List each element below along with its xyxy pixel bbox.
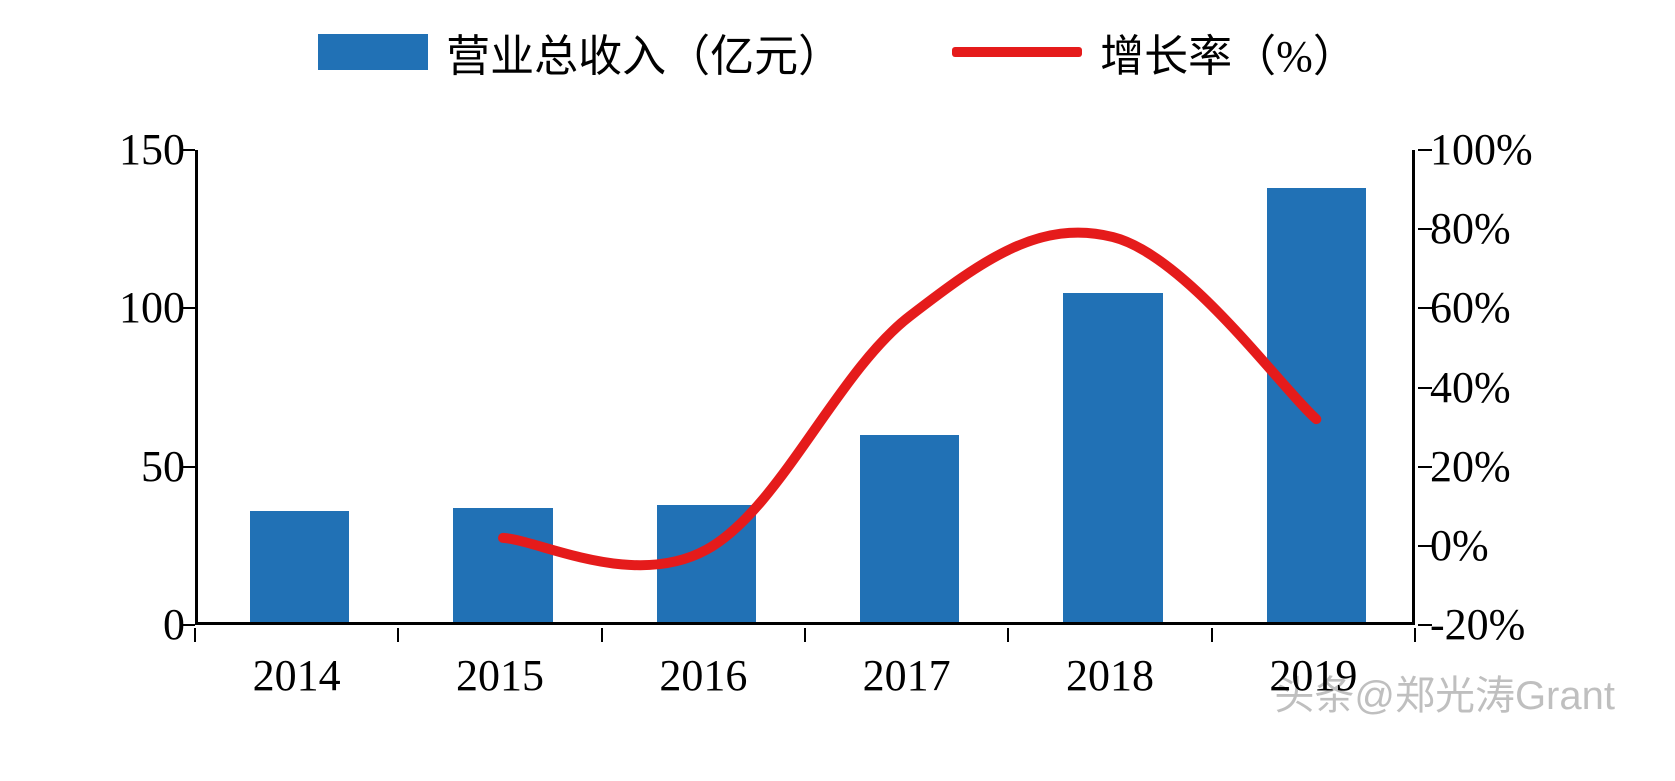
x-tick bbox=[1007, 628, 1009, 642]
x-axis-label: 2014 bbox=[222, 650, 372, 701]
legend-line-swatch bbox=[952, 47, 1082, 57]
x-tick bbox=[1211, 628, 1213, 642]
watermark-text: 头条@郑光涛Grant bbox=[1274, 663, 1615, 721]
x-tick bbox=[397, 628, 399, 642]
y-right-label: 80% bbox=[1430, 203, 1630, 254]
y-right-label: 60% bbox=[1430, 282, 1630, 333]
y-right-label: 40% bbox=[1430, 362, 1630, 413]
legend-item-line: 增长率（%） bbox=[952, 20, 1357, 84]
y-right-label: -20% bbox=[1430, 599, 1630, 650]
y-right-label: 20% bbox=[1430, 441, 1630, 492]
chart-legend: 营业总收入（亿元） 增长率（%） bbox=[0, 20, 1675, 84]
x-tick bbox=[1414, 628, 1416, 642]
legend-line-label: 增长率（%） bbox=[1100, 20, 1357, 84]
x-tick bbox=[601, 628, 603, 642]
y-left-label: 0 bbox=[35, 599, 185, 650]
y-right-label: 0% bbox=[1430, 520, 1630, 571]
y-left-label: 150 bbox=[35, 124, 185, 175]
legend-item-bar: 营业总收入（亿元） bbox=[318, 20, 842, 84]
x-axis-label: 2015 bbox=[425, 650, 575, 701]
x-axis-label: 2017 bbox=[832, 650, 982, 701]
x-axis-label: 2016 bbox=[628, 650, 778, 701]
plot-area bbox=[195, 150, 1415, 625]
x-axis-label: 2018 bbox=[1035, 650, 1185, 701]
growth-line bbox=[198, 150, 1418, 625]
y-left-label: 50 bbox=[35, 441, 185, 492]
x-tick bbox=[804, 628, 806, 642]
revenue-growth-chart: 营业总收入（亿元） 增长率（%） 0 50 100 150 -20% 0% 20% 40% 60… bbox=[0, 0, 1675, 781]
y-left-label: 100 bbox=[35, 282, 185, 333]
legend-bar-swatch bbox=[318, 34, 428, 70]
x-tick bbox=[194, 628, 196, 642]
legend-bar-label: 营业总收入（亿元） bbox=[446, 20, 842, 84]
growth-line-path bbox=[503, 233, 1316, 566]
y-right-label: 100% bbox=[1430, 124, 1630, 175]
